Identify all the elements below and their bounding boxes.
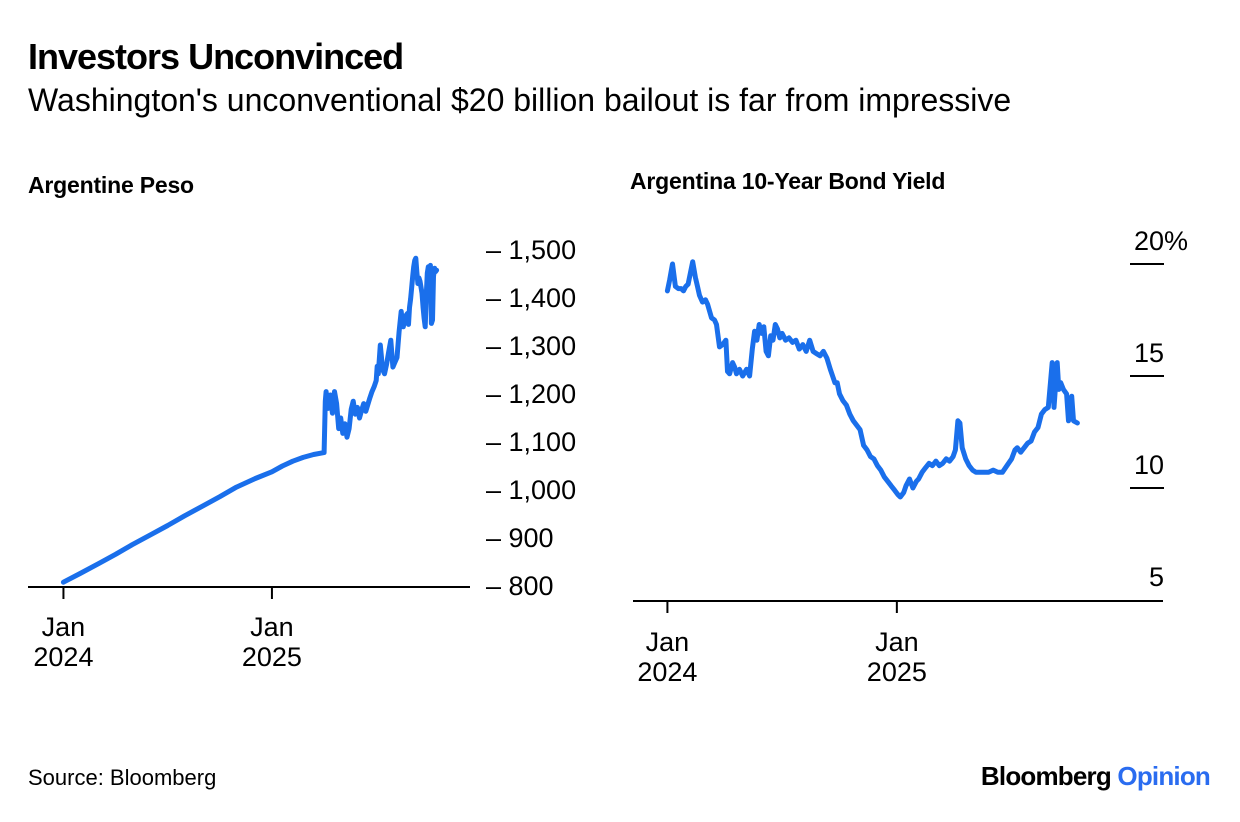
x-tick-label: Jan 2025 — [866, 627, 927, 687]
bloomberg-opinion-logo: Bloomberg Opinion — [980, 761, 1211, 792]
y-tick-label: – 1,500 — [486, 235, 577, 265]
peso-series-line — [60, 255, 440, 585]
x-tick-label: Jan 2024 — [637, 627, 698, 687]
y-tick-label: – 1,000 — [486, 475, 577, 505]
y-tick-label: – 1,400 — [486, 283, 577, 313]
source-note: Source: Bloomberg — [28, 765, 217, 790]
logo-opinion: Opinion — [1117, 761, 1210, 791]
y-tick-label: 10 — [1133, 450, 1164, 480]
page-title: Investors Unconvinced — [28, 36, 404, 77]
y-tick-label: – 1,200 — [486, 379, 577, 409]
y-tick-label: 5 — [1148, 562, 1164, 592]
bond-yield-series-line — [664, 259, 1080, 500]
chart-title-bond-yield: Argentina 10-Year Bond Yield — [630, 168, 946, 194]
x-tick-label: Jan 2024 — [33, 612, 94, 672]
chart-title-argentine-peso: Argentine Peso — [28, 172, 194, 198]
y-tick-label: – 1,300 — [486, 331, 577, 361]
x-tick-label: Jan 2025 — [241, 612, 302, 672]
y-tick-label: 15 — [1133, 338, 1164, 368]
y-tick-label: – 1,100 — [486, 427, 577, 457]
y-tick-label: 20% — [1133, 226, 1189, 256]
y-tick-label: – 900 — [486, 523, 554, 553]
y-tick-label: – 800 — [486, 571, 554, 601]
logo-brand: Bloomberg — [980, 761, 1112, 791]
page-subtitle: Washington's unconventional $20 billion … — [28, 82, 1012, 118]
